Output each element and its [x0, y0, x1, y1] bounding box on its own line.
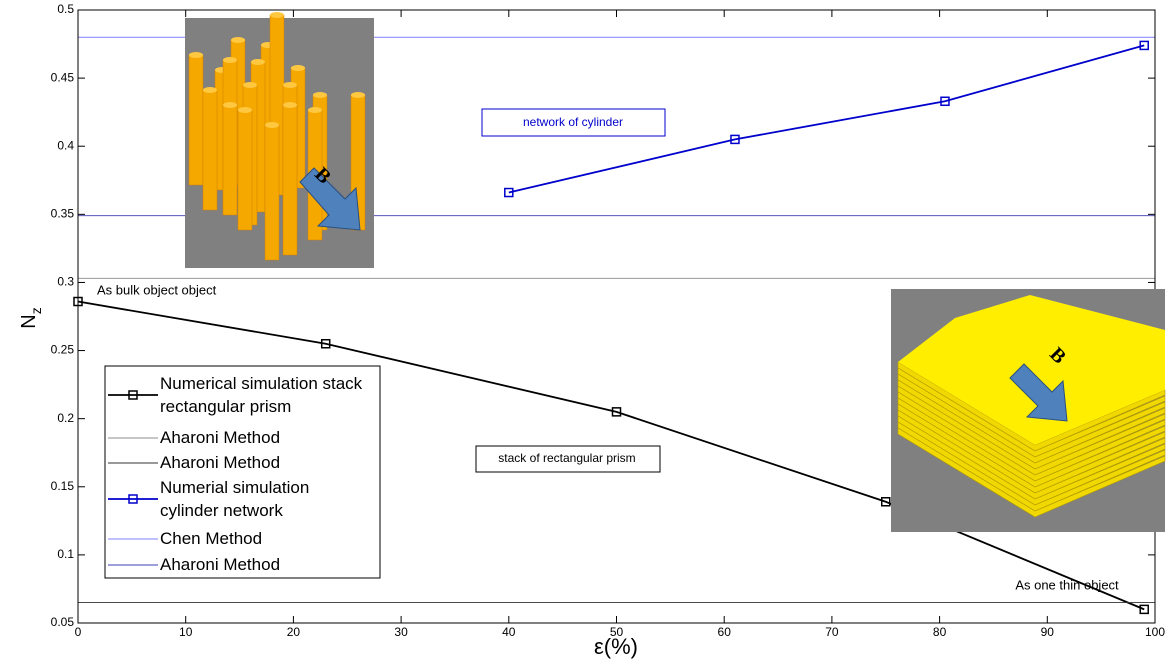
x-tick-label: 80 — [933, 625, 947, 639]
marker — [730, 134, 740, 145]
legend-label: Numerial simulation cylinder network — [160, 478, 310, 520]
legend-entry: Aharoni Method — [160, 428, 281, 447]
legend-label: Chen Method — [160, 529, 263, 548]
legend-entry: Aharoni Method — [160, 555, 281, 574]
x-axis-label: ε(%) — [594, 634, 638, 659]
marker — [73, 296, 83, 307]
x-tick-label: 20 — [287, 625, 301, 639]
legend-entry: Aharoni Method — [160, 453, 281, 472]
prism-top — [898, 295, 1165, 445]
x-tick-label: 40 — [502, 625, 516, 639]
legend-marker — [128, 494, 138, 504]
legend-marker — [128, 390, 138, 400]
y-tick-label: 0.1 — [57, 547, 74, 561]
marker — [1139, 604, 1149, 615]
y-axis-label: Nz — [18, 307, 43, 328]
cylinder-top — [251, 59, 265, 65]
x-tick-label: 60 — [718, 625, 732, 639]
marker — [320, 338, 331, 349]
cylinder-top — [223, 57, 237, 63]
annotation-box — [475, 445, 661, 473]
inset-cylinders: B — [185, 12, 374, 268]
annotation: network of cylinder — [523, 115, 623, 129]
legend-label: Aharoni Method — [160, 555, 281, 574]
annotation: As one thin object — [1015, 577, 1119, 592]
annotation: stack of rectangular prism — [498, 451, 635, 465]
prism-layer — [897, 427, 1166, 518]
arrow — [299, 167, 361, 231]
x-tick-label: 30 — [394, 625, 408, 639]
cylinder-top — [189, 52, 203, 58]
x-tick-label: 100 — [1145, 625, 1165, 639]
legend-label: Aharoni Method — [160, 428, 281, 447]
y-tick-label: 0.05 — [51, 615, 75, 629]
legend-box — [104, 365, 381, 579]
cylinder — [282, 104, 298, 256]
cylinder — [222, 104, 238, 216]
cylinder — [264, 124, 280, 261]
cylinder-top — [231, 37, 245, 43]
x-tick-label: 10 — [179, 625, 193, 639]
y-tick-label: 0.35 — [51, 207, 75, 221]
cylinder-top — [243, 82, 257, 88]
cylinder — [202, 89, 218, 211]
marker — [504, 187, 514, 198]
x-tick-label: 90 — [1041, 625, 1055, 639]
legend-label: Aharoni Method — [160, 453, 281, 472]
cylinder-top — [351, 92, 365, 98]
y-tick-label: 0.15 — [51, 479, 75, 493]
legend-entry: Numerial simulation cylinder network — [160, 478, 310, 520]
y-tick-label: 0.5 — [57, 2, 74, 16]
legend-entry: Numerical simulation stack rectangular p… — [160, 374, 363, 416]
cylinder-top — [238, 107, 252, 113]
x-tick-label: 50 — [610, 625, 624, 639]
y-tick-label: 0.2 — [57, 411, 74, 425]
marker — [881, 497, 891, 507]
inset-prism: B — [891, 289, 1166, 532]
series-line — [508, 44, 1145, 194]
marker — [611, 407, 622, 417]
y-axis-label-sub: z — [28, 307, 44, 314]
cylinder-top — [265, 122, 279, 128]
cylinder-top — [203, 87, 217, 93]
cylinder — [188, 54, 204, 186]
y-tick-label: 0.25 — [51, 343, 75, 357]
y-tick-label: 0.3 — [57, 275, 74, 289]
annotation: As bulk object object — [97, 282, 217, 297]
y-tick-label: 0.45 — [51, 70, 75, 84]
arrow — [1009, 363, 1068, 422]
cylinder-top — [313, 92, 327, 98]
cylinder-top — [283, 82, 297, 88]
legend-entry: Chen Method — [160, 529, 263, 548]
legend-label: Numerical simulation stack rectangular p… — [160, 374, 363, 416]
cylinder-top — [223, 102, 237, 108]
marker — [940, 96, 950, 107]
y-tick-label: 0.4 — [57, 138, 74, 152]
series-line — [77, 300, 1145, 611]
cylinder-top — [291, 65, 305, 71]
x-tick-label: 70 — [825, 625, 839, 639]
annotation-box — [481, 108, 666, 137]
x-tick-label: 0 — [75, 625, 82, 639]
cylinder — [237, 109, 253, 231]
cylinder-top — [270, 12, 284, 18]
cylinder-top — [308, 107, 322, 113]
plot-area — [77, 36, 1155, 611]
y-axis-label-main: N — [18, 314, 40, 328]
marker — [1139, 40, 1149, 51]
cylinder-top — [283, 102, 297, 108]
